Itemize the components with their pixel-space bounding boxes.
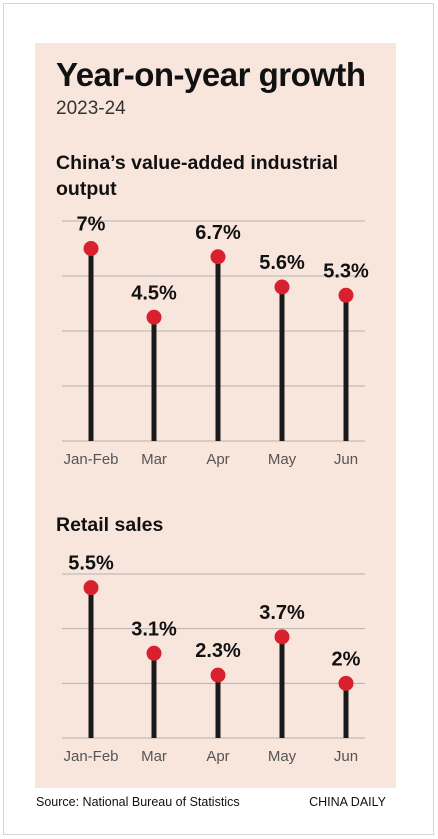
industrial-output-value-label: 7% xyxy=(77,214,106,236)
retail-sales-tick-label: Jan-Feb xyxy=(63,748,118,765)
retail-sales-tick-label: Apr xyxy=(206,748,229,765)
industrial-output-point xyxy=(210,249,226,265)
retail-sales-tick-label: Jun xyxy=(334,748,358,765)
industrial-output-value-label: 6.7% xyxy=(195,222,241,244)
industrial-output-point xyxy=(338,287,354,303)
retail-sales-point xyxy=(338,675,354,691)
page-subtitle: 2023-24 xyxy=(56,98,126,119)
industrial-output-value-label: 5.6% xyxy=(259,252,305,274)
retail-sales-tick-label: May xyxy=(268,748,297,765)
retail-sales-value-label: 5.5% xyxy=(68,553,114,575)
retail-sales-point xyxy=(274,629,290,645)
industrial-output-tick-label: Jan-Feb xyxy=(63,451,118,468)
industrial-output-tick-label: Apr xyxy=(206,451,229,468)
industrial-output-tick-label: Mar xyxy=(141,451,167,468)
industrial-output-tick-label: Jun xyxy=(334,451,358,468)
industrial-output-point xyxy=(83,241,99,256)
retail-sales-point xyxy=(146,645,162,661)
industrial-output-value-label: 4.5% xyxy=(131,282,177,304)
retail-sales-value-label: 2% xyxy=(332,648,361,670)
industrial-output-tick-label: May xyxy=(268,451,297,468)
retail-sales-value-label: 3.1% xyxy=(131,618,177,640)
retail-sales-value-label: 3.7% xyxy=(259,602,305,624)
industrial-output-chart-title: China’s value-added industrial output xyxy=(56,152,339,200)
retail-sales-chart-title: Retail sales xyxy=(56,514,164,536)
source-note: Source: National Bureau of Statistics xyxy=(36,795,240,809)
retail-sales-tick-label: Mar xyxy=(141,748,167,765)
retail-sales-point xyxy=(83,580,99,596)
page-title: Year-on-year growth xyxy=(56,56,366,93)
retail-sales-value-label: 2.3% xyxy=(195,640,241,662)
industrial-output-point xyxy=(146,309,162,325)
industrial-output-value-label: 5.3% xyxy=(323,260,369,282)
industrial-output-point xyxy=(274,279,290,295)
retail-sales-point xyxy=(210,667,226,683)
publisher-credit: CHINA DAILY xyxy=(309,795,386,809)
